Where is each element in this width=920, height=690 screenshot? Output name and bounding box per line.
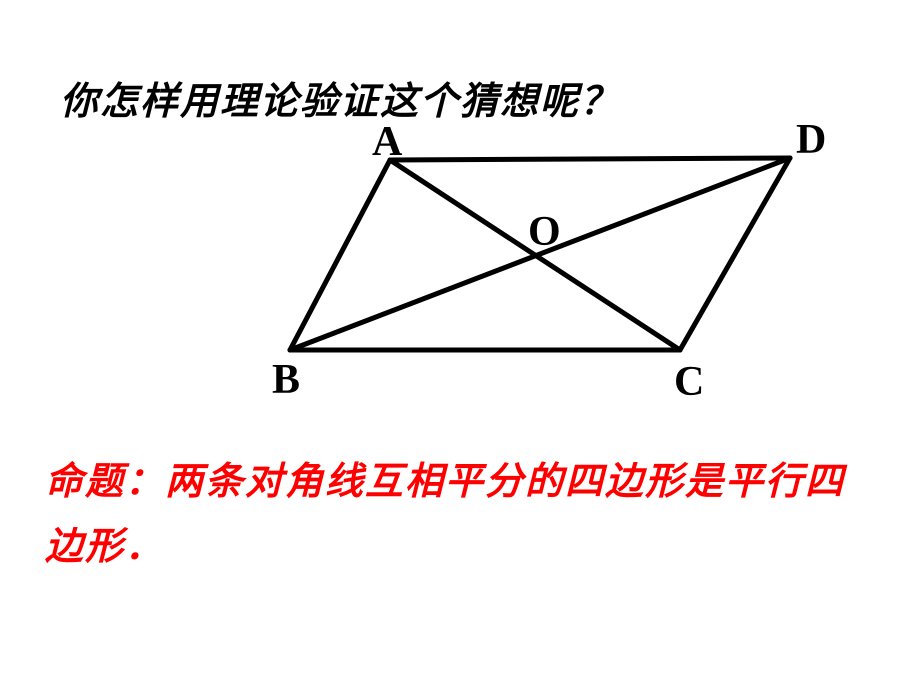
vertex-label-D: D [796,116,826,164]
edge-BA [290,160,390,350]
proposition-body: 两条对角线互相平分的四边形是平行四边形． [45,461,845,568]
edge-DC [680,158,790,350]
proposition-prefix: 命题： [45,461,165,503]
vertex-label-A: A [372,118,402,166]
diagram-svg [280,120,840,420]
edge-AD [390,158,790,160]
vertex-label-O: O [528,208,561,256]
vertex-label-B: B [272,356,300,404]
parallelogram-diagram: ADCBO [280,120,840,420]
vertex-label-C: C [674,358,704,406]
slide: 你怎样用理论验证这个猜想呢？ ADCBO 命题：两条对角线互相平分的四边形是平行… [0,0,920,690]
question-text: 你怎样用理论验证这个猜想呢？ [60,70,620,125]
proposition-text: 命题：两条对角线互相平分的四边形是平行四边形． [45,450,860,579]
